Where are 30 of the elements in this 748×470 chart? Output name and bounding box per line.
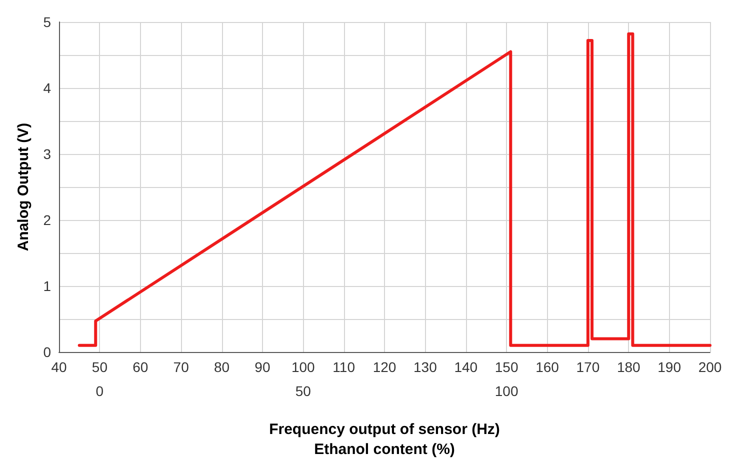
x-tick-label: 140	[454, 359, 478, 375]
x-tick-label: 80	[214, 359, 230, 375]
x-tick-label: 90	[254, 359, 270, 375]
x-tick-label: 180	[616, 359, 641, 375]
x-axis-title: Frequency output of sensor (Hz)	[269, 421, 500, 438]
x-tick-label: 190	[658, 359, 682, 375]
x-tick-label: 160	[536, 359, 560, 375]
x-tick-label: 40	[51, 359, 67, 375]
x2-tick-label: 100	[494, 383, 518, 399]
x-tick-label: 70	[173, 359, 190, 375]
x-tick-label: 50	[92, 359, 108, 375]
x-tick-label: 170	[576, 359, 600, 375]
y-axis-title: Analog Output (V)	[15, 122, 32, 252]
x-tick-label: 130	[414, 359, 438, 375]
y-tick-label: 4	[43, 80, 52, 96]
y-tick-label: 1	[43, 278, 52, 294]
x-tick-label: 60	[132, 359, 148, 375]
y-tick-label: 0	[43, 344, 52, 360]
x2-axis-title: Ethanol content (%)	[314, 441, 455, 458]
y-tick-label: 3	[43, 146, 52, 162]
line-series	[78, 32, 712, 347]
x-tick-label: 110	[332, 359, 356, 375]
x2-tick-label: 50	[295, 383, 312, 399]
y-tick-label: 2	[43, 212, 52, 228]
y-tick-label: 5	[43, 14, 52, 30]
x-tick-label: 100	[291, 359, 316, 375]
x-tick-label: 200	[698, 359, 722, 375]
x2-tick-label: 0	[96, 383, 104, 399]
x-tick-label: 150	[494, 359, 518, 375]
x-tick-label: 120	[372, 359, 396, 375]
